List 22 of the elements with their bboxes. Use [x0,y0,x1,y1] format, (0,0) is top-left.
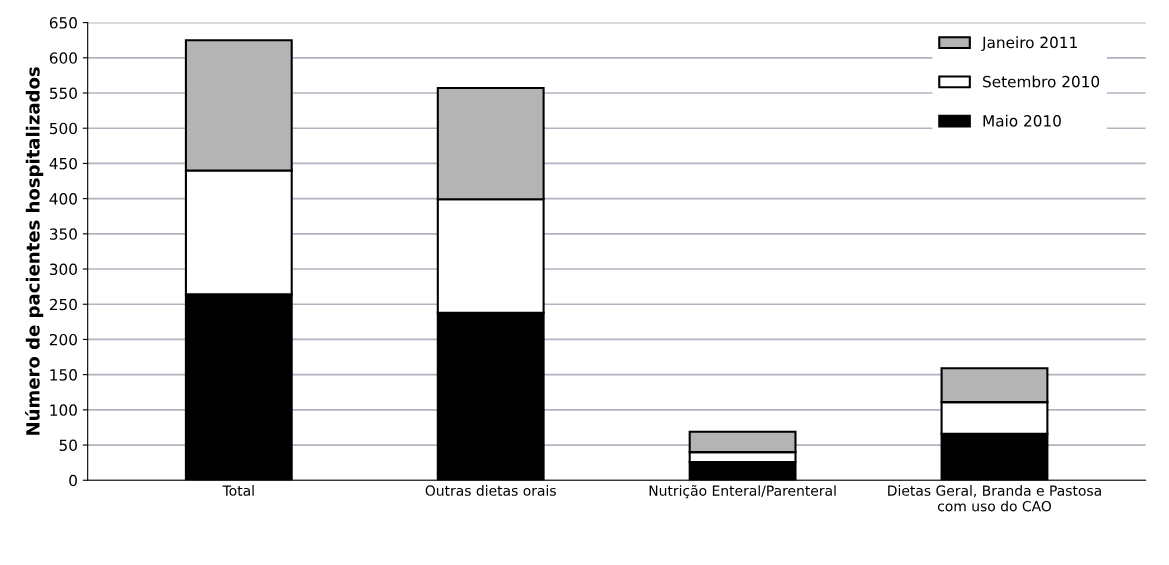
y-tick-label: 400 [49,193,77,205]
y-tick-label: 650 [49,17,77,29]
y-tick-label: 550 [49,87,77,100]
y-tick-label: 250 [49,298,77,311]
y-tick-label: 100 [50,404,77,416]
x-tick-label: Outras dietas orais [425,485,556,496]
legend-label: Janeiro 2011 [981,36,1077,52]
y-tick-label: 0 [69,474,77,487]
y-tick-label: 300 [49,263,77,276]
legend-label: Setembro 2010 [983,75,1100,88]
x-tick-label: Total [222,485,254,496]
y-tick-label: 350 [49,228,77,240]
legend-label: Maio 2010 [983,114,1061,127]
y-tick-label: 600 [49,52,77,64]
x-tick-label: Nutrição Enteral/Parenteral [649,484,836,499]
x-tick-label: Dietas Geral, Branda e Pastosa com uso do CAO [888,485,1101,512]
y-tick-label: 450 [49,157,77,170]
y-tick-label: 150 [50,369,77,381]
y-tick-label: 500 [49,122,77,135]
y-axis-title: Número de pacientes hospitalizados [25,67,44,435]
y-tick-label: 200 [49,333,77,346]
y-tick-label: 50 [59,439,77,452]
